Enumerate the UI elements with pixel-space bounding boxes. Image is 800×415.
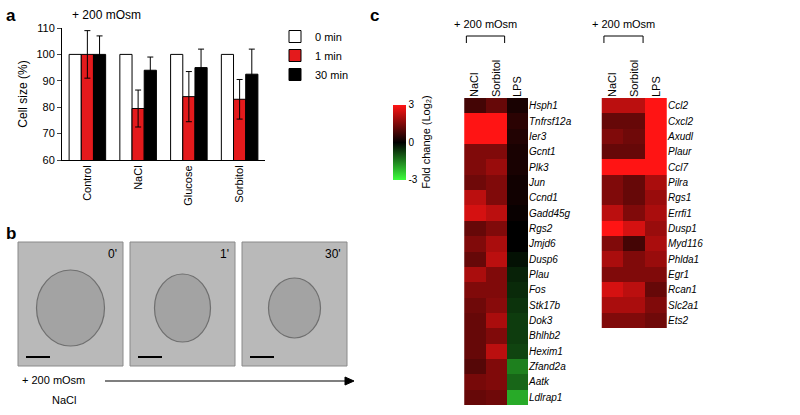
svg-text:0 min: 0 min — [315, 31, 342, 43]
svg-text:1': 1' — [220, 247, 229, 261]
svg-text:NaCl: NaCl — [468, 73, 480, 97]
svg-text:Zfand2a: Zfand2a — [528, 361, 566, 372]
svg-text:Fold change (Log₂): Fold change (Log₂) — [420, 95, 432, 189]
svg-text:NaCl: NaCl — [132, 165, 144, 189]
svg-text:0: 0 — [409, 137, 415, 148]
svg-text:Ccl2: Ccl2 — [668, 100, 688, 111]
svg-text:Fos: Fos — [529, 284, 546, 295]
svg-text:+ 200 mOsm: + 200 mOsm — [22, 374, 85, 386]
svg-text:Pilra: Pilra — [668, 177, 688, 188]
svg-text:Rcan1: Rcan1 — [668, 284, 697, 295]
svg-text:Myd116: Myd116 — [668, 238, 703, 249]
svg-text:Ier3: Ier3 — [529, 131, 547, 142]
svg-text:Gadd45g: Gadd45g — [529, 208, 571, 219]
svg-text:Plaur: Plaur — [668, 146, 692, 157]
svg-text:Errfi1: Errfi1 — [668, 208, 692, 219]
svg-text:Tnfrsf12a: Tnfrsf12a — [529, 116, 572, 127]
svg-text:Sorbitol: Sorbitol — [233, 165, 245, 202]
svg-text:Ldlrap1: Ldlrap1 — [529, 392, 562, 403]
svg-text:a: a — [6, 6, 16, 25]
svg-text:Jun: Jun — [528, 177, 546, 188]
svg-text:Cxcl2: Cxcl2 — [668, 116, 693, 127]
svg-text:Dusp6: Dusp6 — [529, 254, 558, 265]
svg-text:110: 110 — [37, 22, 55, 34]
svg-text:90: 90 — [43, 75, 55, 87]
svg-text:30 min: 30 min — [315, 69, 348, 81]
svg-text:Ccnd1: Ccnd1 — [529, 192, 558, 203]
svg-text:Hsph1: Hsph1 — [529, 100, 558, 111]
svg-text:80: 80 — [43, 101, 55, 113]
svg-text:Gcnt1: Gcnt1 — [529, 146, 556, 157]
svg-text:3: 3 — [409, 99, 415, 110]
svg-text:60: 60 — [43, 154, 55, 166]
svg-text:Ets2: Ets2 — [668, 315, 688, 326]
svg-text:Plau: Plau — [529, 269, 549, 280]
svg-text:Hexim1: Hexim1 — [529, 346, 563, 357]
svg-text:Rgs1: Rgs1 — [668, 192, 691, 203]
svg-text:100: 100 — [36, 48, 54, 60]
svg-text:30': 30' — [325, 247, 341, 261]
svg-text:Egr1: Egr1 — [668, 269, 689, 280]
svg-text:Phlda1: Phlda1 — [668, 254, 699, 265]
svg-text:LPS: LPS — [511, 76, 523, 97]
svg-text:Sorbitol: Sorbitol — [490, 60, 502, 97]
svg-text:b: b — [6, 224, 16, 243]
svg-text:Rgs2: Rgs2 — [529, 223, 553, 234]
svg-text:NaCl: NaCl — [52, 394, 76, 406]
svg-text:Control: Control — [81, 165, 93, 200]
svg-text:+ 200 mOsm: + 200 mOsm — [454, 18, 517, 30]
svg-text:-3: -3 — [409, 174, 418, 185]
svg-text:Jmjd6: Jmjd6 — [528, 238, 556, 249]
svg-text:NaCl: NaCl — [606, 73, 618, 97]
svg-text:1 min: 1 min — [315, 50, 342, 62]
svg-text:Sorbitol: Sorbitol — [628, 60, 640, 97]
svg-text:Dusp1: Dusp1 — [668, 223, 697, 234]
svg-text:70: 70 — [43, 127, 55, 139]
svg-text:Glucose: Glucose — [182, 165, 194, 205]
svg-text:LPS: LPS — [650, 76, 662, 97]
svg-text:Axudl: Axudl — [667, 131, 694, 142]
svg-text:Plk3: Plk3 — [529, 162, 549, 173]
svg-text:Stk17b: Stk17b — [529, 300, 561, 311]
svg-text:Cell size (%): Cell size (%) — [16, 60, 30, 127]
svg-text:c: c — [370, 6, 379, 25]
svg-text:Ccl7: Ccl7 — [668, 162, 688, 173]
svg-text:+ 200 mOsm: + 200 mOsm — [592, 18, 655, 30]
svg-text:+ 200 mOsm: + 200 mOsm — [72, 8, 141, 22]
svg-text:Dok3: Dok3 — [529, 315, 553, 326]
svg-text:Slc2a1: Slc2a1 — [668, 300, 699, 311]
svg-text:Bhlhb2: Bhlhb2 — [529, 330, 561, 341]
svg-text:0': 0' — [108, 247, 117, 261]
svg-text:Aatk: Aatk — [528, 376, 550, 387]
